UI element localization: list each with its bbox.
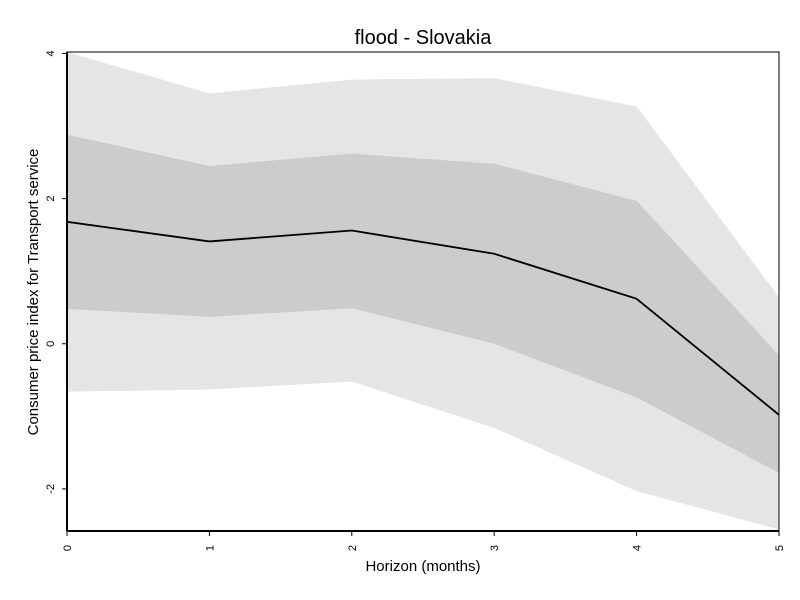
confidence-band-2: [67, 134, 779, 473]
x-tick-label: 0: [62, 545, 74, 551]
x-tick-label: 4: [632, 545, 644, 551]
y-tick-label: 0: [45, 341, 57, 347]
chart-title: flood - Slovakia: [355, 27, 493, 49]
y-tick-label: 4: [45, 50, 57, 56]
plot-area: -2 0 2 4 0 1 2 3 4 5: [45, 50, 786, 551]
x-axis-title: Horizon (months): [365, 558, 480, 575]
y-tick-label: 2: [45, 196, 57, 202]
x-tick-label: 2: [347, 545, 359, 551]
x-tick-label: 1: [204, 545, 216, 551]
x-tick-label: 5: [774, 545, 786, 551]
x-tick-label: 3: [489, 545, 501, 551]
series-line-1: [66, 220, 780, 416]
y-axis-title: Consumer price index for Transport servi…: [25, 149, 42, 436]
y-tick-label: -2: [45, 484, 57, 494]
